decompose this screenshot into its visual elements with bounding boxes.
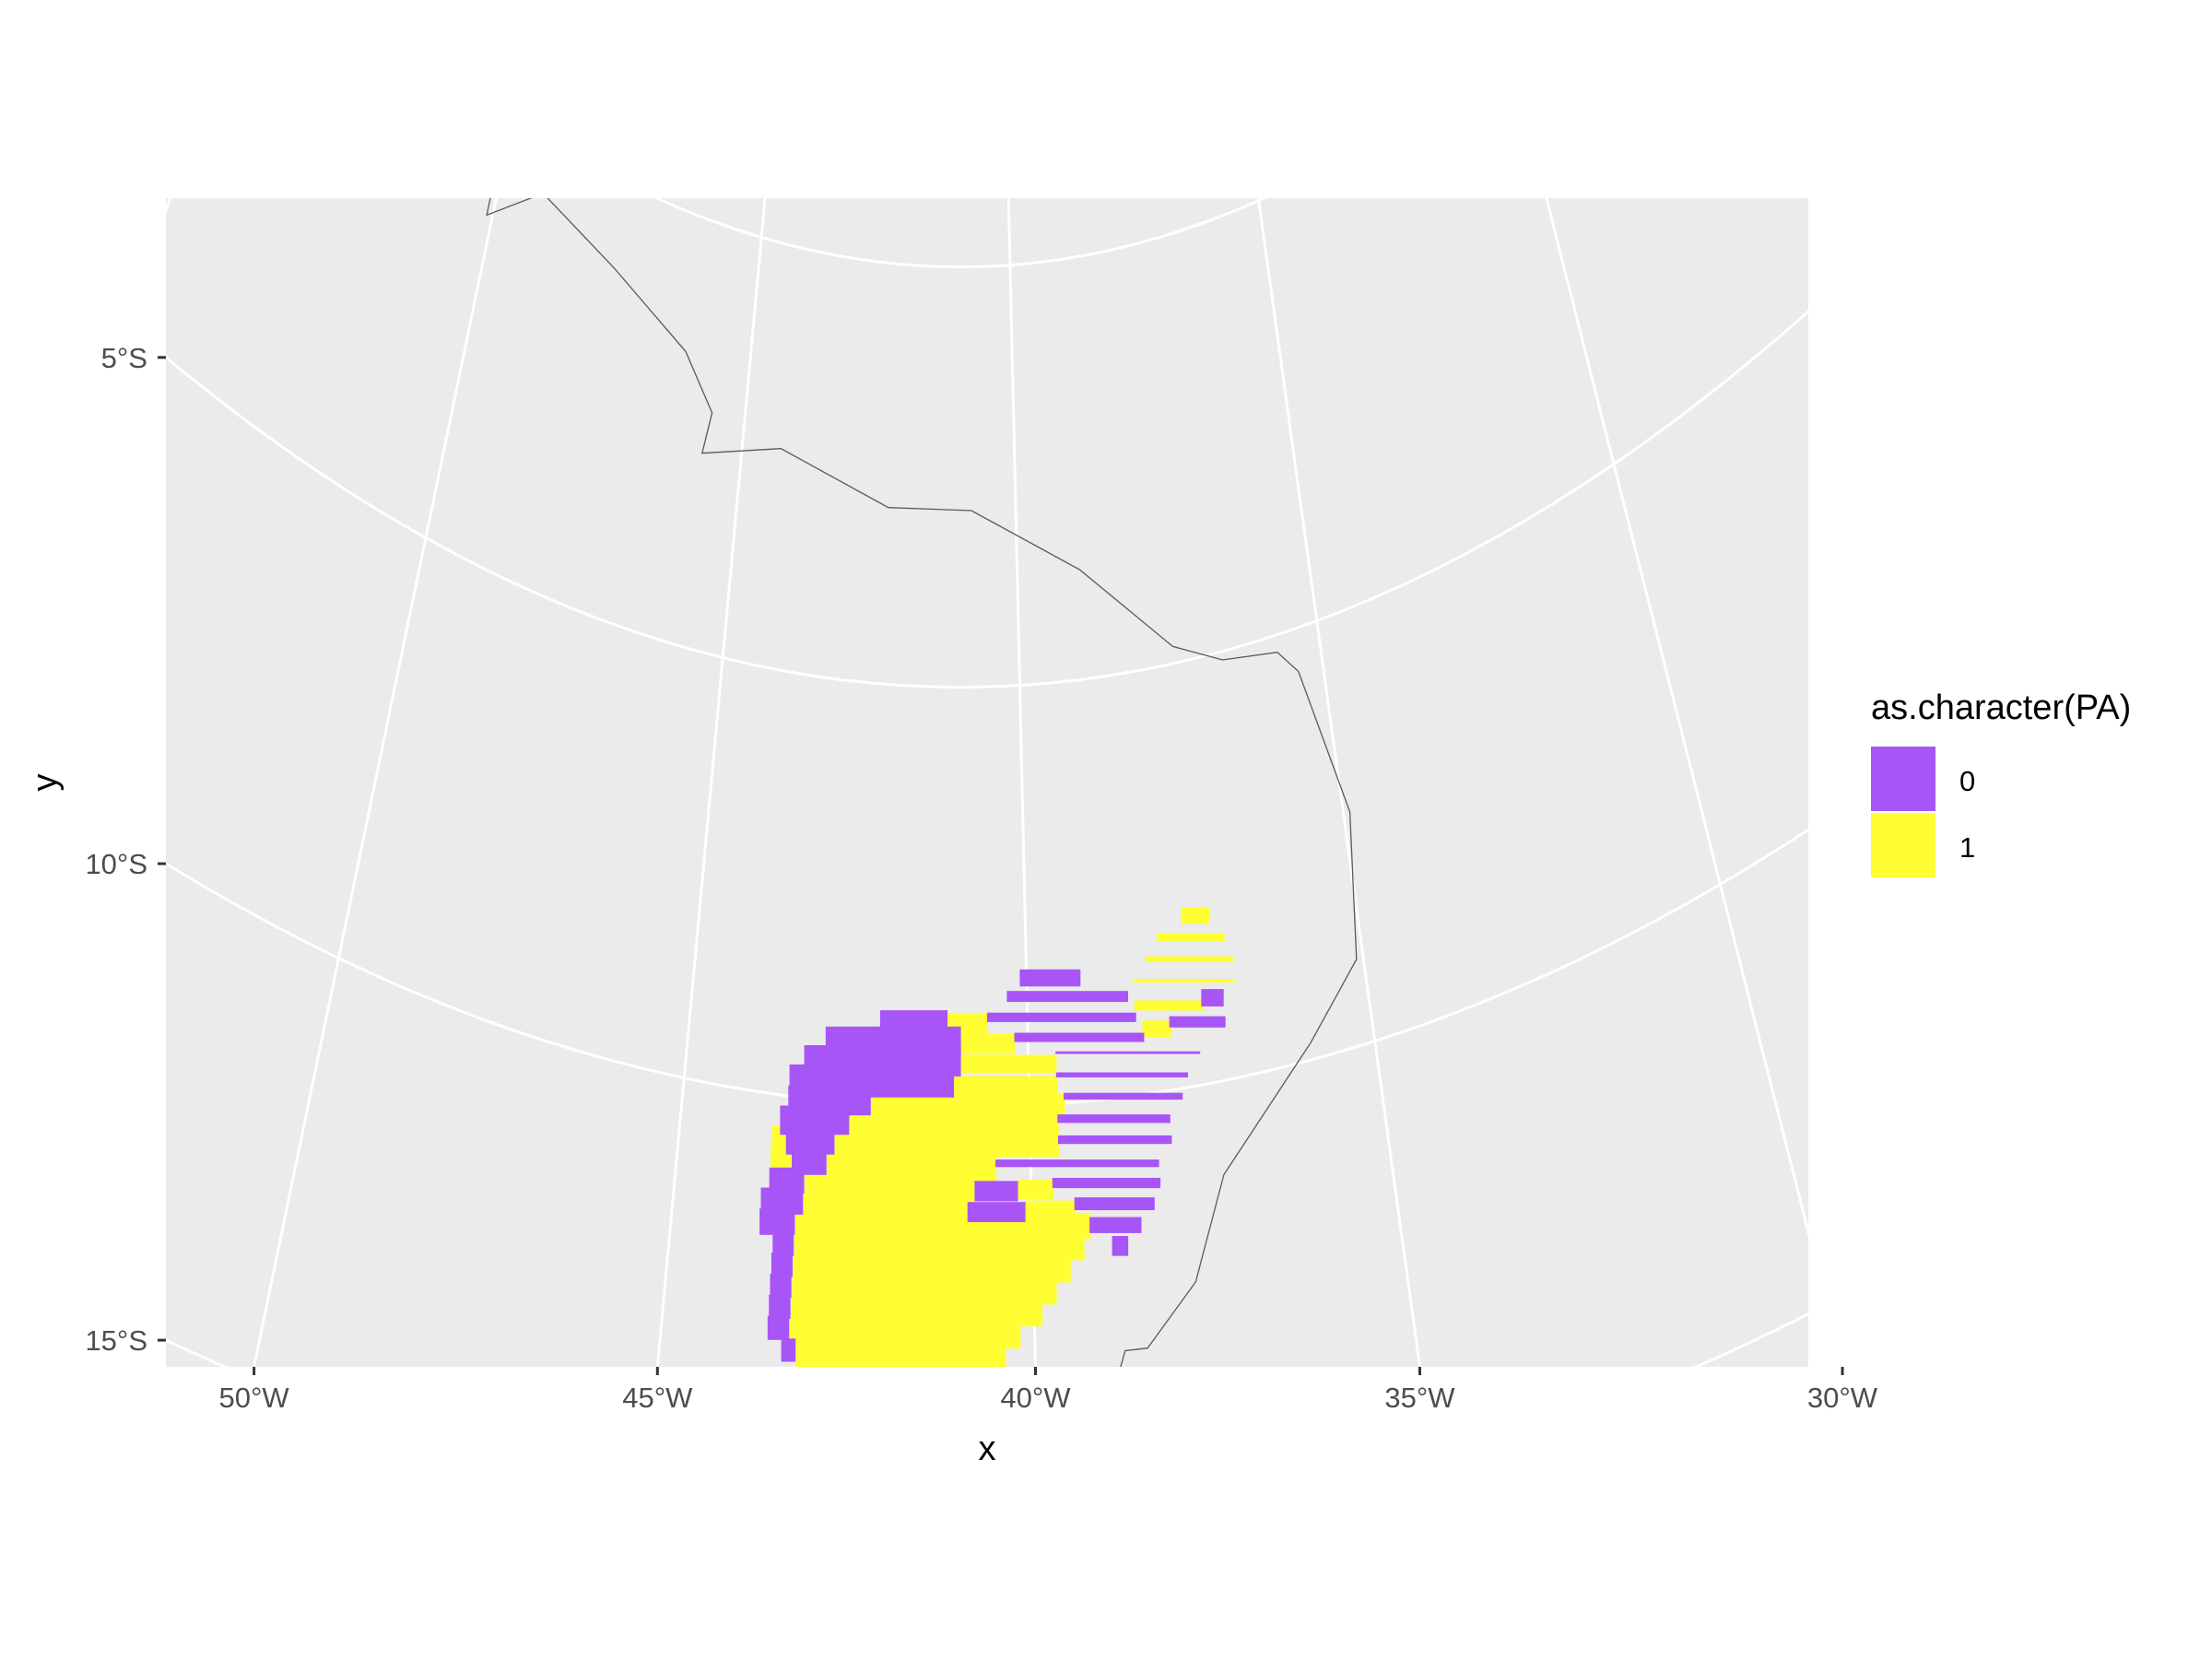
presence-cell [953, 1076, 1058, 1094]
coastline [486, 198, 1358, 1367]
y-tick-label: 10°S [85, 848, 147, 880]
presence-cell [870, 1093, 1065, 1115]
absence-cell [1112, 1236, 1129, 1256]
absence-cell [1169, 1016, 1226, 1028]
y-tick-label: 5°S [101, 342, 147, 374]
meridian-line [1006, 198, 1038, 1367]
absence-cell [769, 1294, 791, 1319]
legend-label-presence: 1 [1959, 831, 1975, 864]
presence-cell [1181, 907, 1210, 924]
absence-cell [1019, 969, 1081, 987]
absence-cell [1074, 1197, 1155, 1210]
meridian-line [655, 198, 767, 1367]
y-axis-title: y [26, 774, 65, 792]
absence-cell [781, 1338, 796, 1362]
meridian-line [0, 0, 126, 1114]
absence-cell [1006, 991, 1128, 1003]
x-tick-label: 50°W [219, 1382, 290, 1414]
presence-cell [1145, 956, 1234, 962]
absence-cell [1064, 1092, 1183, 1100]
meridian-line [252, 198, 498, 1367]
x-tick-label: 45°W [622, 1382, 693, 1414]
absence-cell [771, 1253, 793, 1277]
absence-cell [1057, 1114, 1171, 1124]
absence-cell [967, 1202, 1026, 1222]
presence-cell [794, 1360, 992, 1367]
legend-swatch-presence [1871, 813, 1936, 877]
parallel-line [166, 309, 1808, 689]
y-axis-ticks: 0°5°S10°S15°S [85, 342, 166, 1357]
x-axis-ticks: 55°W50°W45°W40°W35°W30°W [219, 1367, 1878, 1414]
absence-cell [995, 1159, 1159, 1168]
presence-cell [1142, 1020, 1171, 1038]
legend: as.character(PA) 0 1 [1871, 688, 2131, 877]
x-axis-title: x [979, 1430, 996, 1468]
absence-cell [1055, 1051, 1201, 1054]
absence-cell [974, 1181, 1018, 1202]
presence-cell [774, 1465, 914, 1496]
meridian-line [1256, 198, 1422, 1367]
presence-cell [1017, 1180, 1054, 1200]
parallel-line [653, 198, 1267, 269]
absence-cell [1055, 1072, 1188, 1077]
absence-cell [1201, 989, 1224, 1006]
y-tick-label: 15°S [85, 1324, 147, 1357]
presence-cell [1157, 933, 1225, 942]
legend-title: as.character(PA) [1871, 688, 2131, 727]
presence-cell [1134, 1000, 1204, 1011]
presence-cell [1133, 979, 1236, 982]
absence-cell [1089, 1217, 1142, 1233]
presence-cell [788, 1509, 882, 1537]
presence-cell [960, 1033, 1016, 1054]
legend-label-absence: 0 [1959, 765, 1975, 797]
absence-cell [987, 1012, 1136, 1022]
presence-cell [781, 1487, 898, 1517]
absence-cell [1058, 1135, 1172, 1145]
presence-cell [849, 1112, 1059, 1136]
presence-cell [775, 1443, 930, 1476]
presence-cell [778, 1402, 961, 1434]
absence-cell [1052, 1178, 1161, 1189]
absence-cell [1014, 1032, 1145, 1042]
presence-cell [779, 1381, 976, 1413]
absence-cell [759, 1208, 795, 1235]
x-tick-label: 35°W [1384, 1382, 1455, 1414]
absence-cell [772, 1231, 794, 1256]
x-tick-label: 30°W [1807, 1382, 1878, 1414]
meridian-line [1545, 198, 1808, 1238]
presence-cell [794, 1530, 865, 1557]
presence-cell [834, 1133, 1060, 1158]
x-tick-label: 40°W [1000, 1382, 1071, 1414]
raster-cells [759, 907, 1236, 1557]
absence-cell [767, 1315, 790, 1340]
presence-cell [960, 1054, 1057, 1074]
coastline-line [486, 198, 1358, 1367]
presence-cell [777, 1423, 946, 1455]
legend-swatch-absence [1871, 747, 1936, 811]
absence-cell [770, 1273, 792, 1299]
parallel-line [166, 1312, 1808, 1367]
